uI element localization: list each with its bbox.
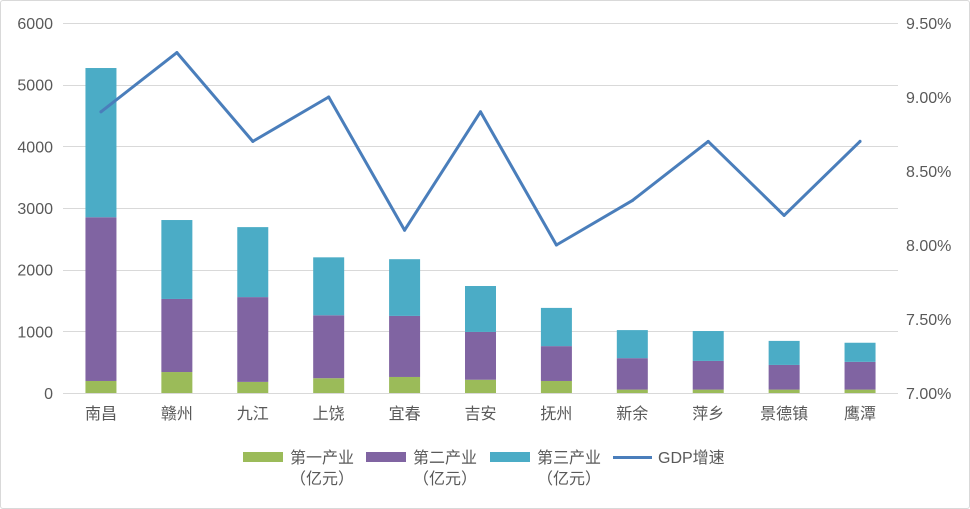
legend-label-primary-industry: 第一产业（亿元）	[290, 450, 355, 488]
category-label: 九江	[237, 405, 269, 423]
primary-industry-bar	[237, 381, 269, 393]
category-label: 赣州	[161, 405, 193, 423]
category-label: 抚州	[540, 405, 572, 423]
legend-swatch-tertiary-industry	[490, 452, 530, 462]
tertiary-industry-bar	[465, 286, 496, 332]
gdp-growth-point	[327, 95, 331, 99]
right-axis-tick-label: 9.00%	[906, 90, 951, 107]
legend: 第一产业（亿元） 第二产业（亿元） 第三产业（亿元） GDP增速	[0, 448, 970, 498]
secondary-industry-bar	[844, 361, 876, 390]
gdp-growth-point	[630, 199, 634, 203]
gdp-growth-point	[554, 243, 558, 247]
left-axis-tick-label: 5000	[17, 78, 53, 95]
secondary-industry-bar	[540, 346, 572, 381]
bars	[85, 68, 876, 393]
legend-line-gdp-growth	[613, 456, 652, 459]
gridlines	[63, 23, 898, 394]
tertiary-industry-bar	[616, 330, 648, 359]
category-label: 南昌	[85, 405, 117, 423]
primary-industry-bar	[85, 380, 117, 393]
gdp-growth-series	[99, 51, 862, 247]
left-axis-tick-label: 4000	[17, 139, 53, 156]
tertiary-industry-bar	[161, 220, 193, 299]
primary-industry-bar	[161, 372, 193, 393]
gdp-growth-point	[175, 51, 179, 55]
primary-industry-bar	[540, 380, 572, 393]
gdp-growth-point	[858, 139, 862, 143]
right-axis-tick-label: 8.50%	[906, 164, 951, 181]
legend-label-gdp-growth: GDP增速	[658, 450, 725, 467]
primary-industry-bar	[389, 376, 421, 393]
gdp-growth-line	[99, 51, 862, 247]
legend-swatch-secondary-industry	[366, 452, 406, 462]
primary-industry-bar	[768, 389, 800, 393]
category-label: 景德镇	[760, 405, 808, 423]
secondary-industry-bar	[768, 364, 800, 390]
secondary-industry-bar	[237, 297, 269, 382]
right-axis-tick-label: 7.00%	[906, 386, 951, 403]
right-axis-tick-label: 8.00%	[906, 238, 951, 255]
left-axis-tick-label: 1000	[17, 324, 53, 341]
tertiary-industry-bar	[692, 331, 724, 361]
category-label: 萍乡	[692, 405, 724, 423]
category-label: 新余	[616, 404, 648, 423]
secondary-industry-bar	[465, 331, 496, 380]
left-axis-tick-label: 2000	[17, 263, 53, 280]
gdp-growth-point	[706, 139, 710, 143]
secondary-industry-bar	[85, 217, 117, 381]
secondary-industry-bar	[692, 360, 724, 390]
tertiary-industry-bar	[389, 259, 421, 316]
right-axis-labels: 7.00% 7.50% 8.00% 8.50% 9.00% 9.50%	[906, 16, 951, 403]
right-axis-tick-label: 7.50%	[906, 312, 951, 329]
primary-industry-bar	[465, 379, 496, 393]
gdp-growth-point	[782, 213, 786, 217]
legend-label-secondary-industry: 第二产业（亿元）	[413, 450, 478, 488]
tertiary-industry-bar	[768, 340, 800, 365]
tertiary-industry-bar	[85, 68, 117, 218]
secondary-industry-bar	[389, 315, 421, 377]
right-axis-tick-label: 9.50%	[906, 16, 951, 33]
category-label: 吉安	[464, 405, 496, 423]
tertiary-industry-bar	[540, 307, 572, 347]
tertiary-industry-bar	[237, 227, 269, 298]
primary-industry-bar	[844, 389, 876, 393]
legend-label-tertiary-industry: 第三产业（亿元）	[537, 450, 602, 488]
left-axis-tick-label: 0	[44, 386, 53, 403]
gdp-growth-point	[403, 228, 407, 232]
left-axis-tick-label: 3000	[17, 201, 53, 218]
primary-industry-bar	[616, 389, 648, 393]
tertiary-industry-bar	[844, 342, 876, 362]
category-label: 上饶	[313, 405, 345, 423]
gdp-growth-point	[479, 110, 482, 114]
primary-industry-bar	[313, 378, 345, 393]
category-label: 宜春	[389, 405, 421, 423]
left-axis-tick-label: 6000	[17, 16, 53, 33]
category-axis-labels: 南昌 赣州 九江 上饶 宜春 吉安 抚州 新余 萍乡 景德镇 鹰潭	[85, 404, 876, 423]
gdp-growth-point	[99, 110, 103, 114]
secondary-industry-bar	[313, 315, 345, 379]
secondary-industry-bar	[616, 358, 648, 390]
category-label: 鹰潭	[844, 405, 876, 423]
left-axis-labels: 0 1000 2000 3000 4000 5000 6000	[17, 16, 53, 403]
primary-industry-bar	[692, 389, 724, 393]
secondary-industry-bar	[161, 298, 193, 373]
legend-swatch-primary-industry	[243, 452, 283, 462]
tertiary-industry-bar	[313, 257, 345, 316]
gdp-growth-point	[251, 139, 255, 143]
